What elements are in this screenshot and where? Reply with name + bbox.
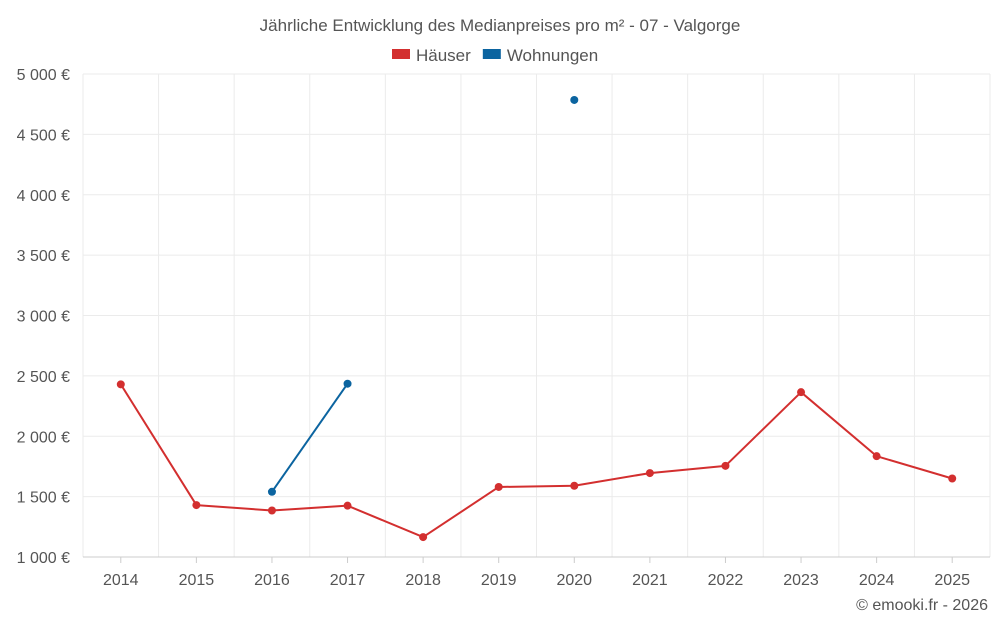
series-line — [119, 383, 953, 539]
data-point[interactable] — [419, 533, 428, 542]
chart-title: Jährliche Entwicklung des Medianpreises … — [260, 16, 741, 35]
data-point[interactable] — [116, 380, 125, 389]
credit-text: © emooki.fr - 2026 — [856, 597, 988, 614]
legend-swatch — [392, 49, 410, 59]
data-point[interactable] — [494, 482, 503, 491]
series — [116, 95, 957, 542]
data-point[interactable] — [948, 474, 957, 483]
y-tick-label: 2 000 € — [17, 429, 70, 446]
x-tick-label: 2024 — [859, 572, 895, 589]
data-point[interactable] — [267, 487, 276, 496]
data-point[interactable] — [343, 501, 352, 510]
y-tick-label: 3 500 € — [17, 248, 70, 265]
y-tick-label: 2 500 € — [17, 369, 70, 386]
data-point[interactable] — [872, 452, 881, 461]
x-tick-label: 2016 — [254, 572, 290, 589]
data-point[interactable] — [721, 461, 730, 470]
x-tick-label: 2022 — [708, 572, 744, 589]
grid — [82, 73, 991, 558]
series-line — [271, 383, 349, 493]
y-tick-label: 1 000 € — [17, 550, 70, 567]
legend: Häuser Wohnungen — [392, 46, 598, 65]
data-point[interactable] — [570, 95, 579, 104]
series-1 — [116, 380, 957, 542]
x-tick-label: 2015 — [179, 572, 215, 589]
legend-item[interactable]: Wohnungen — [482, 46, 598, 65]
x-tick-label: 2021 — [632, 572, 668, 589]
x-tick-label: 2020 — [556, 572, 592, 589]
y-tick-label: 3 000 € — [17, 309, 70, 326]
x-axis: 2014 2015 2016 2017 2018 2019 2020 2021 2022 2023… — [103, 557, 970, 589]
y-tick-label: 4 500 € — [17, 127, 70, 144]
y-axis: 1 000 € 1 500 € 2 000 € 2 500 € 3 000 € 3 500… — [17, 67, 70, 567]
data-point[interactable] — [645, 469, 654, 478]
legend-label: Häuser — [416, 46, 471, 65]
legend-swatch — [482, 49, 501, 59]
data-point[interactable] — [192, 501, 201, 510]
x-tick-label: 2017 — [330, 572, 366, 589]
x-tick-label: 2018 — [405, 572, 441, 589]
data-point[interactable] — [570, 481, 579, 490]
y-tick-label: 4 000 € — [17, 188, 70, 205]
y-tick-label: 1 500 € — [17, 490, 70, 507]
x-tick-label: 2025 — [934, 572, 970, 589]
y-tick-label: 5 000 € — [17, 67, 70, 84]
data-point[interactable] — [267, 506, 276, 515]
legend-label: Wohnungen — [507, 46, 598, 65]
x-tick-label: 2019 — [481, 572, 517, 589]
legend-item[interactable]: Häuser — [392, 46, 471, 65]
series-2 — [267, 95, 579, 496]
data-point[interactable] — [797, 388, 806, 397]
x-tick-label: 2023 — [783, 572, 819, 589]
x-tick-label: 2014 — [103, 572, 139, 589]
data-point[interactable] — [343, 379, 352, 388]
